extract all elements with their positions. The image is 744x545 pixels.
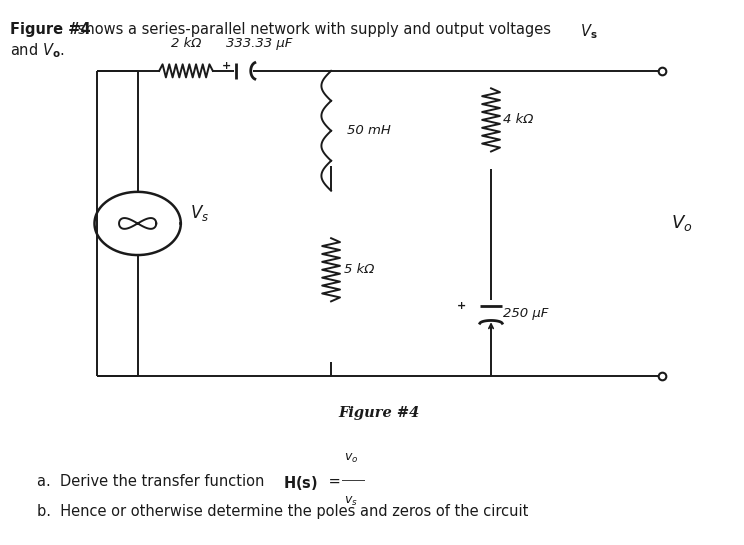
Text: shows a series-parallel network with supply and output voltages: shows a series-parallel network with sup… — [73, 22, 556, 37]
Text: $v_o$: $v_o$ — [344, 452, 359, 465]
Text: a.  Derive the transfer function: a. Derive the transfer function — [37, 474, 269, 489]
Text: Figure #4: Figure #4 — [339, 406, 420, 420]
Text: $V_s$: $V_s$ — [190, 203, 209, 222]
Text: $V_o$: $V_o$ — [671, 214, 693, 233]
Text: 333.33 μF: 333.33 μF — [226, 37, 293, 50]
Text: $\mathbf{\mathit{V}_s}$: $\mathbf{\mathit{V}_s}$ — [580, 22, 598, 40]
Text: 2 kΩ: 2 kΩ — [171, 37, 201, 50]
Text: b.  Hence or otherwise determine the poles and zeros of the circuit: b. Hence or otherwise determine the pole… — [37, 504, 528, 519]
Text: and $\mathbf{\mathit{V}_o}$.: and $\mathbf{\mathit{V}_o}$. — [10, 41, 65, 59]
Text: 4 kΩ: 4 kΩ — [503, 113, 533, 126]
Text: 50 mH: 50 mH — [347, 124, 391, 137]
Text: $\mathbf{H(s)}$: $\mathbf{H(s)}$ — [283, 474, 318, 492]
Text: =: = — [324, 474, 345, 489]
Text: $v_s$: $v_s$ — [344, 495, 359, 508]
Text: 250 μF: 250 μF — [503, 307, 548, 320]
Text: +: + — [457, 301, 466, 311]
Text: 5 kΩ: 5 kΩ — [344, 263, 375, 276]
Text: +: + — [222, 62, 231, 71]
Text: Figure #4: Figure #4 — [10, 22, 90, 37]
